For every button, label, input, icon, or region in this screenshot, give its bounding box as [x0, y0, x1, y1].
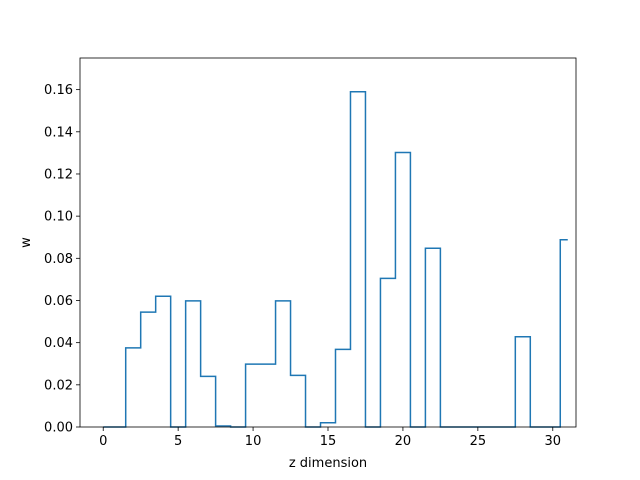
- x-tick-label-5: 25: [470, 434, 487, 449]
- x-tick-label-3: 15: [320, 434, 337, 449]
- x-tick-label-0: 0: [99, 434, 107, 449]
- y-tick-label-3: 0.06: [44, 294, 73, 309]
- x-axis-label: z dimension: [289, 456, 367, 471]
- x-tick-label-1: 5: [174, 434, 182, 449]
- x-axis: 0 5 10 15 20 25 30: [99, 427, 561, 449]
- y-tick-label-8: 0.16: [44, 83, 73, 98]
- y-axis: 0.00 0.02 0.04 0.06 0.08 0.10 0.12 0.14 0.16: [44, 83, 80, 436]
- x-tick-label-4: 20: [395, 434, 412, 449]
- y-tick-label-7: 0.14: [44, 125, 73, 140]
- y-tick-label-6: 0.12: [44, 167, 73, 182]
- y-tick-label-4: 0.08: [44, 252, 73, 267]
- y-tick-label-1: 0.02: [44, 378, 73, 393]
- y-axis-label: w: [19, 237, 34, 248]
- x-tick-label-6: 30: [545, 434, 562, 449]
- y-tick-label-0: 0.00: [44, 421, 73, 436]
- y-tick-label-5: 0.10: [44, 210, 73, 225]
- y-tick-label-2: 0.04: [44, 336, 73, 351]
- x-tick-label-2: 10: [245, 434, 262, 449]
